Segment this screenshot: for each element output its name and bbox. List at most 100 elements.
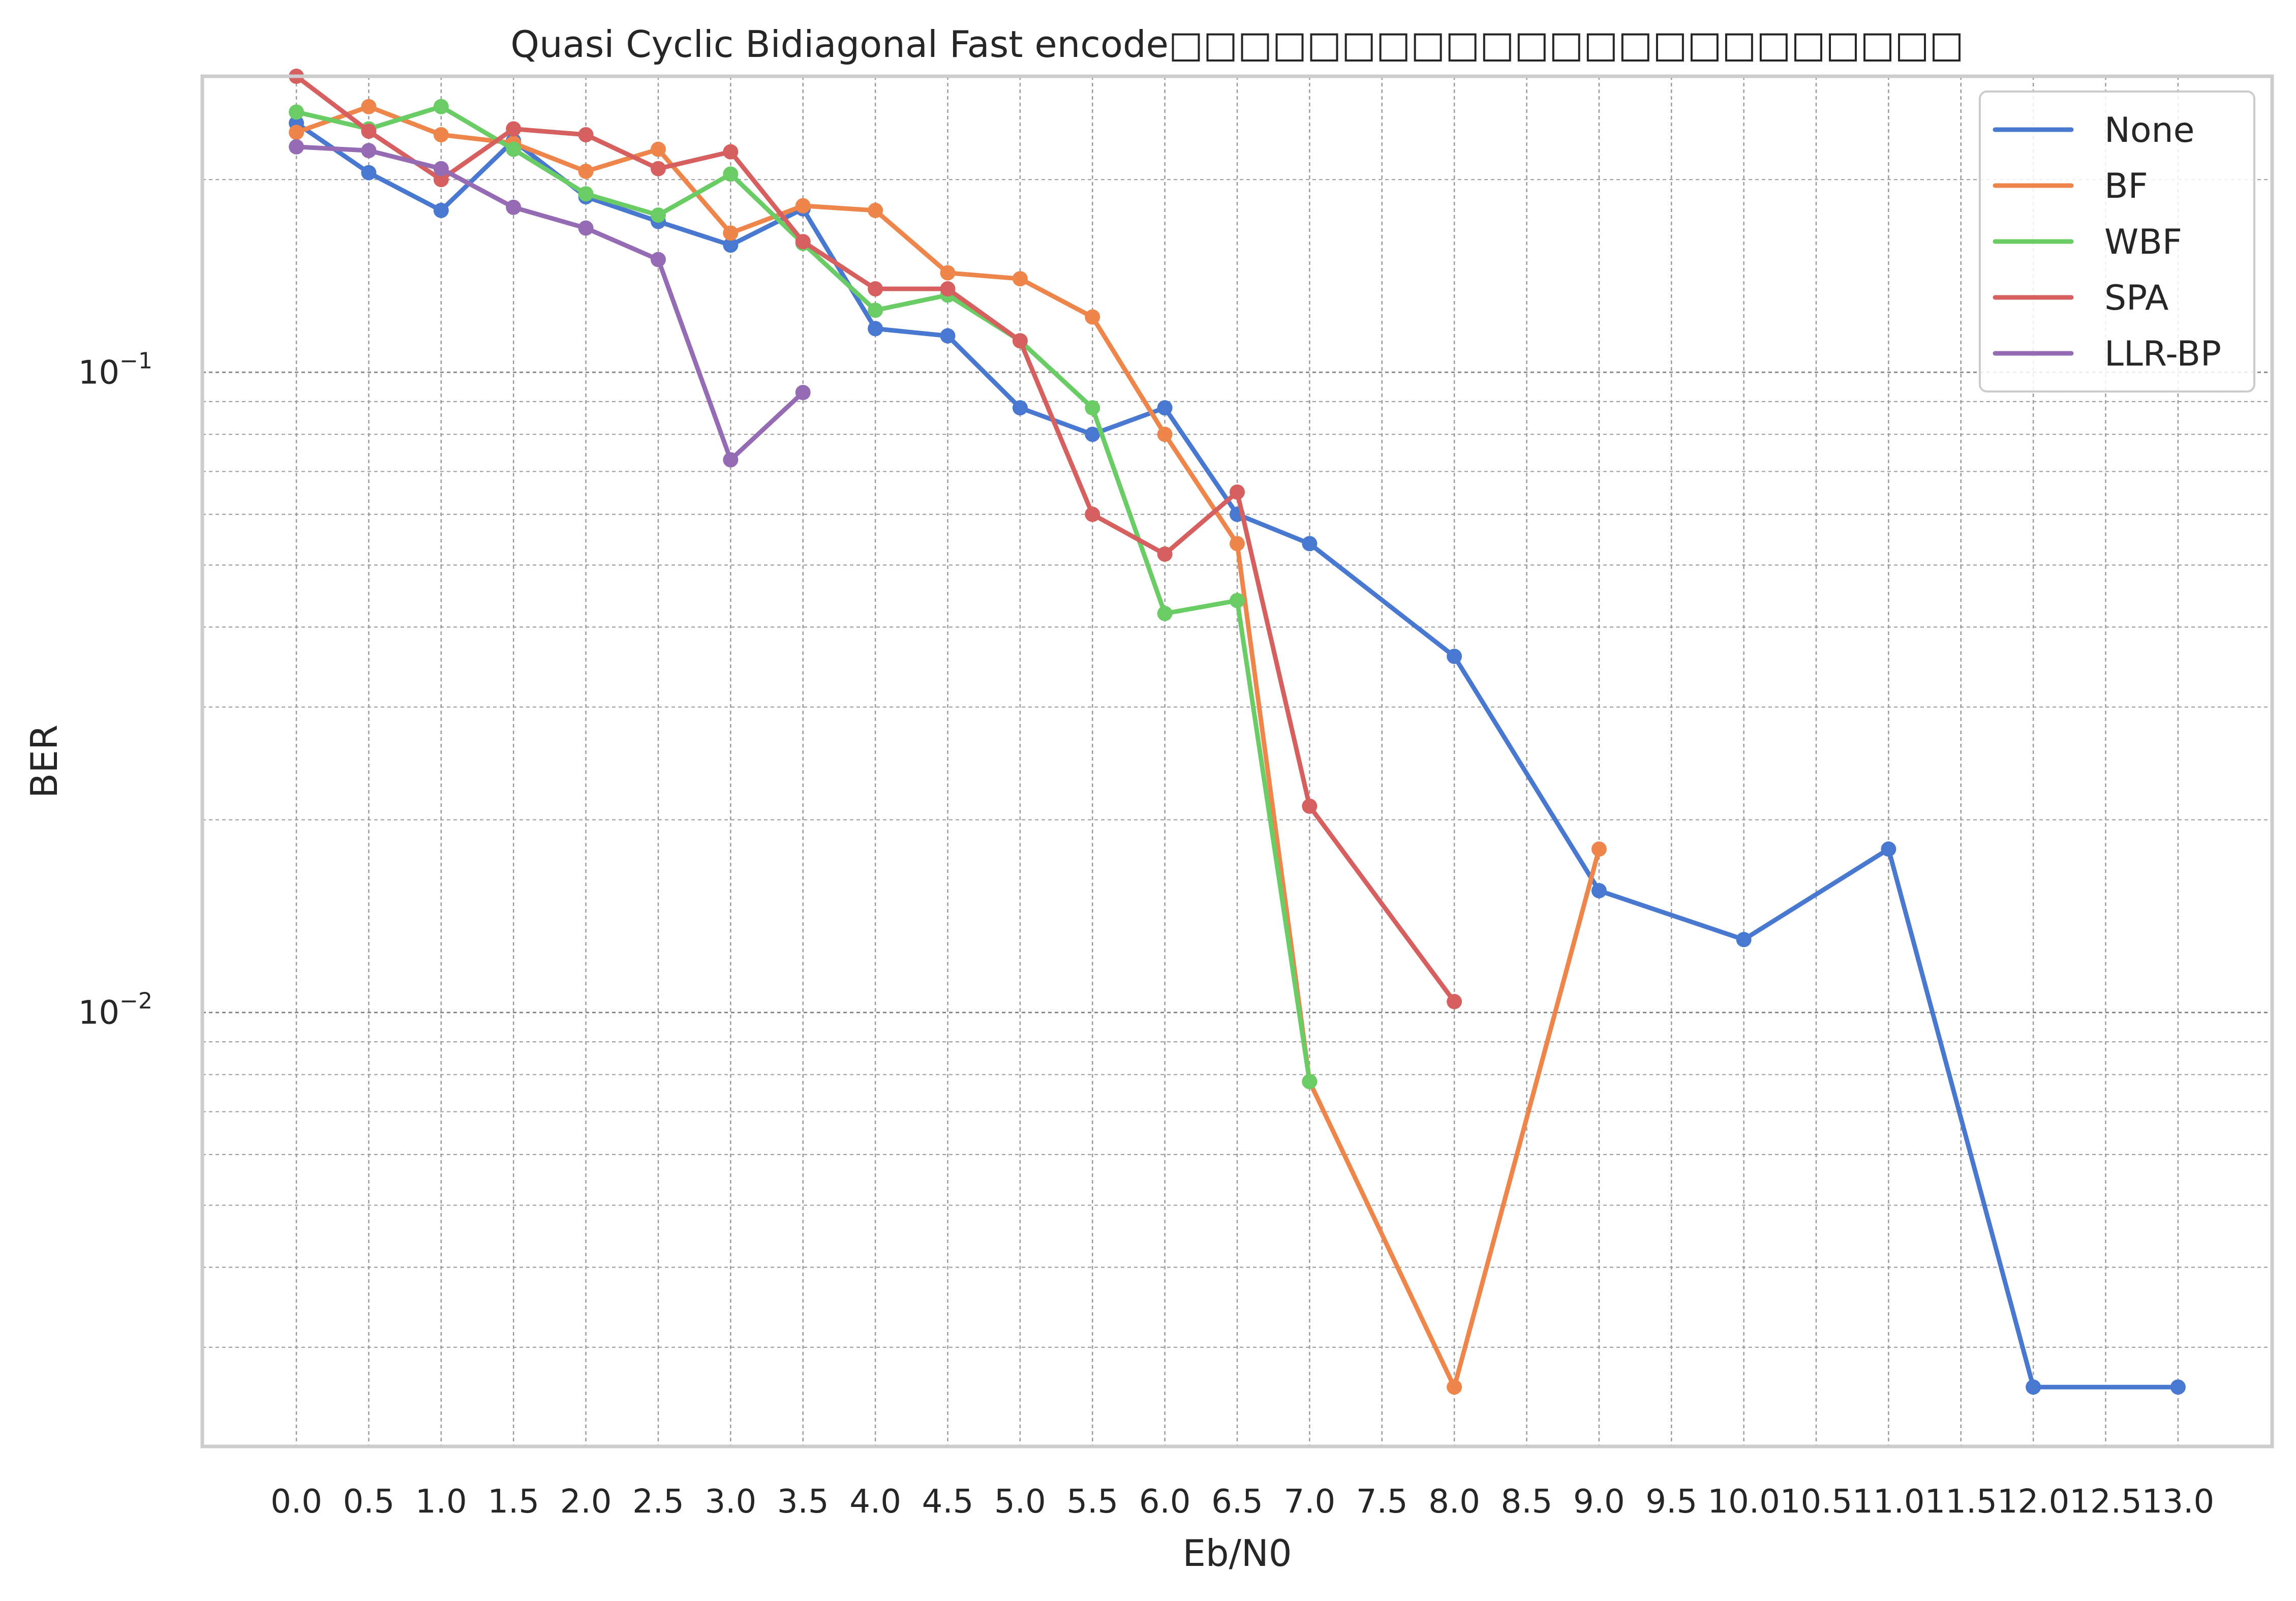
data-point	[1012, 271, 1028, 287]
data-point	[1302, 536, 1318, 552]
x-axis-ticks: 0.0 0.5 1.0 1.5 2.0 2.5 3.0 3.5 4.0 4.5 5.0 5.5 6.0 6…	[270, 1483, 2214, 1521]
data-point	[868, 321, 883, 337]
y-tick-label: 10−1	[78, 348, 152, 391]
data-point	[1157, 400, 1173, 416]
data-point	[506, 199, 522, 215]
data-point	[1591, 883, 1607, 898]
series-llr-bp	[289, 139, 811, 468]
legend-label: LLR-BP	[2104, 334, 2221, 374]
series-bf	[289, 99, 1607, 1395]
data-point	[506, 141, 522, 157]
x-tick-label: 3.0	[705, 1483, 756, 1521]
data-point	[2170, 1379, 2186, 1395]
data-point	[289, 125, 304, 140]
legend: None BF WBF SPA LLR-BP	[1979, 90, 2255, 392]
data-point	[1447, 994, 1462, 1010]
data-point	[795, 234, 811, 250]
x-tick-label: 7.0	[1283, 1483, 1335, 1521]
x-tick-label: 13.0	[2142, 1483, 2215, 1521]
data-point	[506, 121, 522, 137]
data-point	[1157, 546, 1173, 562]
data-point	[940, 328, 956, 344]
data-point	[578, 220, 594, 236]
plot-area-frame	[200, 74, 2274, 1448]
data-point	[578, 127, 594, 143]
x-tick-label: 11.5	[1925, 1483, 1998, 1521]
data-point	[723, 144, 739, 160]
data-point	[289, 139, 304, 155]
legend-box	[1979, 90, 2255, 392]
data-point	[650, 252, 666, 267]
legend-item: SPA	[1993, 278, 2168, 318]
series-line	[294, 74, 1457, 1004]
x-tick-label: 2.0	[560, 1483, 612, 1521]
data-point	[1230, 536, 1245, 552]
x-tick-label: 5.0	[994, 1483, 1046, 1521]
x-tick-label: 3.5	[777, 1483, 829, 1521]
data-point	[1447, 1379, 1462, 1395]
data-point	[1085, 309, 1100, 325]
legend-label: SPA	[2104, 278, 2168, 318]
y-tick-base: 10	[78, 354, 119, 391]
x-tick-label: 10.5	[1780, 1483, 1853, 1521]
data-point	[1157, 427, 1173, 442]
chart-title: Quasi Cyclic Bidiagonal Fast encode□□□□□…	[510, 23, 1964, 66]
x-tick-label: 9.0	[1573, 1483, 1625, 1521]
legend-label: None	[2104, 110, 2194, 150]
y-tick-exponent: −1	[119, 348, 152, 374]
data-point	[361, 99, 377, 114]
x-tick-label: 8.5	[1501, 1483, 1553, 1521]
x-tick-label: 12.5	[2069, 1483, 2142, 1521]
data-point	[868, 303, 883, 318]
y-tick-base: 10	[78, 994, 119, 1032]
data-point	[795, 384, 811, 400]
data-point	[723, 237, 739, 253]
legend-item: None	[1993, 110, 2194, 150]
x-tick-label: 1.0	[415, 1483, 467, 1521]
minor-gridlines	[202, 179, 2272, 1348]
data-point	[433, 99, 449, 114]
data-point	[361, 165, 377, 180]
data-point	[1591, 841, 1607, 857]
major-gridlines	[202, 76, 2272, 1446]
data-point	[1012, 333, 1028, 349]
y-tick-exponent: −2	[119, 988, 152, 1014]
data-point	[1085, 427, 1100, 442]
series-spa	[289, 69, 1462, 1010]
x-tick-label: 1.5	[487, 1483, 539, 1521]
data-point	[723, 225, 739, 241]
data-point	[1230, 484, 1245, 500]
x-axis-label: Eb/N0	[1182, 1532, 1292, 1575]
data-point	[578, 186, 594, 202]
x-tick-label: 7.5	[1356, 1483, 1408, 1521]
data-point	[433, 202, 449, 218]
legend-item: WBF	[1993, 222, 2182, 262]
x-tick-label: 4.0	[849, 1483, 901, 1521]
data-point	[1447, 648, 1462, 664]
data-point	[868, 281, 883, 297]
data-point	[1157, 606, 1173, 621]
data-point	[433, 161, 449, 176]
x-tick-label: 0.0	[270, 1483, 322, 1521]
data-point	[1085, 400, 1100, 416]
series-line	[294, 144, 806, 462]
data-point	[1881, 841, 1896, 857]
x-tick-label: 6.5	[1211, 1483, 1263, 1521]
data-point	[1302, 798, 1318, 814]
legend-label: WBF	[2104, 222, 2182, 262]
x-tick-label: 12.0	[1997, 1483, 2070, 1521]
legend-item: BF	[1993, 166, 2148, 206]
x-tick-label: 2.5	[632, 1483, 684, 1521]
data-point	[433, 172, 449, 188]
x-tick-label: 9.5	[1645, 1483, 1697, 1521]
data-point	[940, 265, 956, 281]
data-point	[1085, 506, 1100, 522]
data-point	[289, 104, 304, 120]
data-point	[795, 198, 811, 214]
x-tick-label: 4.5	[922, 1483, 974, 1521]
data-point	[868, 202, 883, 218]
data-point	[723, 166, 739, 182]
legend-item: LLR-BP	[1993, 334, 2221, 374]
data-point	[650, 161, 666, 176]
